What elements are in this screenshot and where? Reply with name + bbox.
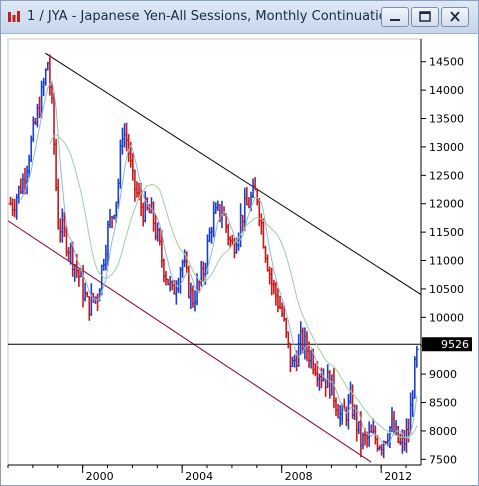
y-tick-label: 8000 bbox=[429, 425, 457, 438]
moving-average-fast bbox=[20, 80, 418, 446]
y-tick-label: 10000 bbox=[429, 311, 464, 324]
x-tick-label: 2012 bbox=[384, 470, 412, 483]
y-tick-label: 12500 bbox=[429, 169, 464, 182]
y-tick-label: 10500 bbox=[429, 283, 464, 296]
y-tick-label: 9000 bbox=[429, 368, 457, 381]
last-price-label: 9526 bbox=[441, 338, 469, 351]
last-price-tag bbox=[422, 337, 472, 352]
restore-button[interactable] bbox=[411, 7, 439, 27]
x-tick-label: 2008 bbox=[285, 470, 313, 483]
chart-area[interactable]: 7500 8000 8500 9000 10000 10500 11000 11500 1200… bbox=[5, 35, 475, 485]
y-tick-label: 11500 bbox=[429, 226, 464, 239]
y-tick-label: 12000 bbox=[429, 198, 464, 211]
y-tick-label: 14000 bbox=[429, 84, 464, 97]
y-tick-label: 8500 bbox=[429, 397, 457, 410]
y-tick-label: 11000 bbox=[429, 255, 464, 268]
y-tick-label: 7500 bbox=[429, 453, 457, 466]
y-tick-label: 14500 bbox=[429, 56, 464, 69]
price-chart[interactable]: 7500 8000 8500 9000 10000 10500 11000 11500 1200… bbox=[5, 35, 475, 485]
upper-trendline bbox=[45, 52, 422, 296]
restore-icon bbox=[419, 11, 431, 22]
chart-app-icon bbox=[8, 11, 20, 22]
title-bar[interactable]: 1 / JYA - Japanese Yen-All Sessions, Mon… bbox=[1, 1, 478, 34]
close-icon bbox=[450, 11, 460, 22]
x-tick-label: 2004 bbox=[185, 470, 213, 483]
y-tick-label: 13000 bbox=[429, 141, 464, 154]
y-tick-label: 13500 bbox=[429, 113, 464, 126]
x-tick-label: 2000 bbox=[86, 470, 114, 483]
window-title: 1 / JYA - Japanese Yen-All Sessions, Mon… bbox=[27, 9, 395, 24]
moving-average-slow bbox=[49, 134, 418, 438]
minimize-button[interactable] bbox=[381, 7, 409, 27]
close-button[interactable] bbox=[441, 7, 469, 27]
minimize-icon bbox=[390, 19, 400, 21]
